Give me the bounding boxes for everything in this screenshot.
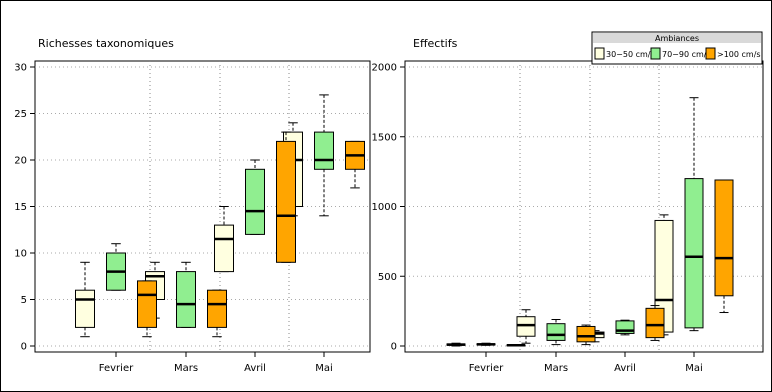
- y-tick-label: 0: [21, 342, 27, 353]
- box-fevrier-3: [137, 280, 157, 338]
- box-mai-2: [684, 97, 704, 332]
- y-tick-label: 2000: [372, 63, 397, 74]
- y-tick-label: 10: [14, 249, 27, 260]
- x-tick-label: Mai: [315, 363, 333, 374]
- box-body: [684, 178, 704, 329]
- legend-swatch: [705, 47, 716, 60]
- box-body: [137, 280, 157, 328]
- y-tick-label: 5: [21, 295, 27, 306]
- box-body: [546, 323, 566, 341]
- box-fevrier-1: [75, 261, 95, 338]
- box-mars-2: [176, 261, 196, 328]
- box-fevrier-2: [106, 243, 126, 291]
- legend-swatch: [594, 47, 605, 60]
- box-body: [645, 307, 665, 339]
- y-tick-label: 1500: [372, 132, 397, 143]
- legend-label: 30−50 cm/s: [606, 50, 655, 59]
- chart-title: Effectifs: [413, 37, 458, 50]
- legend-label: >100 cm/s: [717, 50, 761, 59]
- chart-title: Richesses taxonomiques: [38, 37, 174, 50]
- box-mars-1: [516, 309, 536, 344]
- x-tick-label: Mai: [685, 363, 703, 374]
- y-tick-label: 500: [378, 272, 397, 283]
- x-tick-label: Avril: [244, 363, 266, 374]
- x-tick-label: Fevrier: [99, 363, 134, 374]
- box-body: [214, 224, 234, 273]
- box-avril-3: [276, 131, 296, 263]
- box-body: [576, 325, 596, 343]
- box-body: [314, 131, 334, 170]
- y-tick-label: 20: [14, 156, 27, 167]
- box-fevrier-3: [506, 344, 526, 347]
- box-body: [75, 289, 95, 328]
- box-fevrier-1: [446, 342, 466, 347]
- legend-label: 70−90 cm/s: [662, 50, 711, 59]
- panel-2: Effectifs 0 500 1000 1500 2000 Fevrier Mars Avri…: [372, 31, 764, 374]
- box-mai-3: [714, 179, 734, 314]
- box-mai-2: [314, 94, 334, 217]
- box-avril-2: [615, 319, 635, 336]
- box-body: [276, 140, 296, 263]
- box-body: [245, 168, 265, 235]
- legend-title-band: [593, 33, 761, 43]
- y-tick-label: 15: [14, 202, 27, 213]
- y-tick-label: 1000: [372, 202, 397, 213]
- legend-swatch: [650, 47, 661, 60]
- y-tick-label: 0: [391, 342, 397, 353]
- y-tick-label: 25: [14, 109, 27, 120]
- box-mars-3: [207, 289, 227, 338]
- box-avril-2: [245, 159, 265, 235]
- box-body: [207, 289, 227, 328]
- y-tick-label: 30: [14, 63, 27, 74]
- box-mars-3: [576, 324, 596, 346]
- box-avril-1: [214, 206, 234, 273]
- box-avril-3: [645, 305, 665, 341]
- box-body: [176, 271, 196, 328]
- box-mai-3: [345, 140, 365, 189]
- x-tick-label: Avril: [614, 363, 636, 374]
- legend-title: Ambiances: [655, 34, 699, 43]
- panel-1: Richesses taxonomiques 0 5 10 15 20 25 30 Fevrie…: [14, 37, 371, 374]
- x-tick-label: Fevrier: [469, 363, 504, 374]
- x-tick-label: Mars: [544, 363, 568, 374]
- box-body: [516, 316, 536, 337]
- box-mars-2: [546, 318, 566, 346]
- x-tick-label: Mars: [174, 363, 198, 374]
- box-fevrier-2: [476, 342, 496, 346]
- box-body: [714, 179, 734, 297]
